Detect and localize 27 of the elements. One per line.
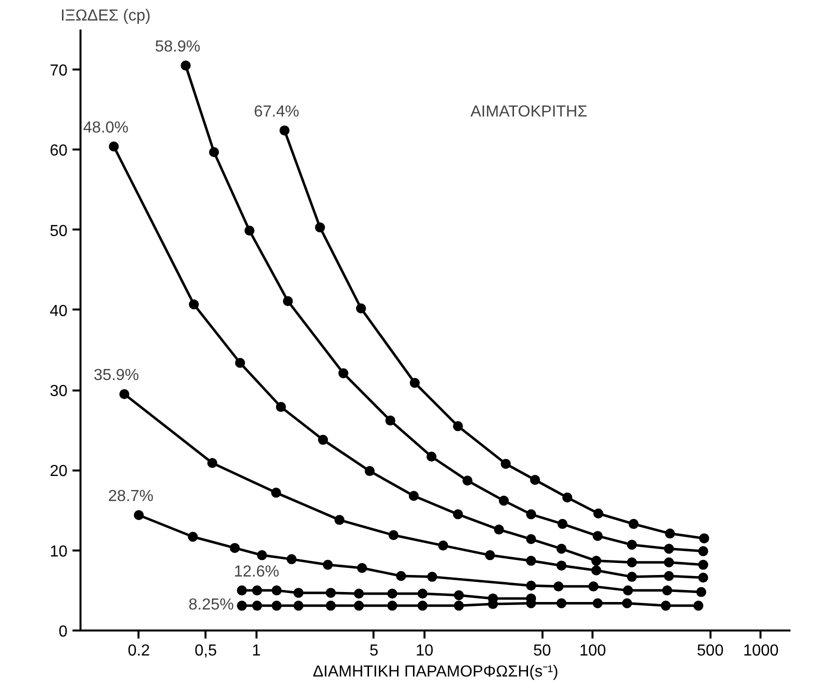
x-tick-label: 100: [579, 642, 606, 660]
x-tick-label: 10: [416, 642, 434, 660]
x-tick-label: 1: [252, 642, 261, 660]
annotation: ΑΙΜΑΤΟΚΡΙΤΗΣ: [470, 104, 588, 120]
series-label: 12.6%: [234, 563, 280, 580]
series-label: 67.4%: [254, 103, 300, 120]
y-tick-label: 30: [50, 383, 68, 400]
x-tick-label: 500: [696, 642, 724, 660]
x-tick-label: 5: [369, 642, 378, 660]
y-tick-label: 40: [50, 302, 68, 320]
series-label: 48.0%: [83, 119, 128, 136]
x-tick-label: 0.2: [128, 642, 150, 660]
x-tick-label: 0,5: [194, 642, 217, 660]
y-tick-label: 20: [50, 463, 68, 480]
y-tick-label: 0: [58, 624, 68, 640]
series-label: 35.9%: [94, 367, 140, 384]
series-label: 28.7%: [108, 488, 154, 506]
y-axis-title: ΙΞΩΔΕΣ (cp): [60, 8, 151, 24]
y-tick-label: 10: [50, 543, 68, 560]
series-label: 8.25%: [188, 596, 234, 614]
series-label: 58.9%: [155, 38, 200, 56]
y-tick-label: 50: [50, 222, 68, 240]
x-axis-title: ΔΙΑΜΗΤΙΚΗ ΠΑΡΑΜΟΡΦΩΣΗ(s⁻¹): [312, 664, 558, 680]
y-tick-label: 70: [50, 62, 68, 80]
y-tick-label: 60: [50, 142, 68, 160]
x-tick-label: 50: [533, 642, 552, 660]
x-tick-label: 1000: [743, 642, 779, 660]
